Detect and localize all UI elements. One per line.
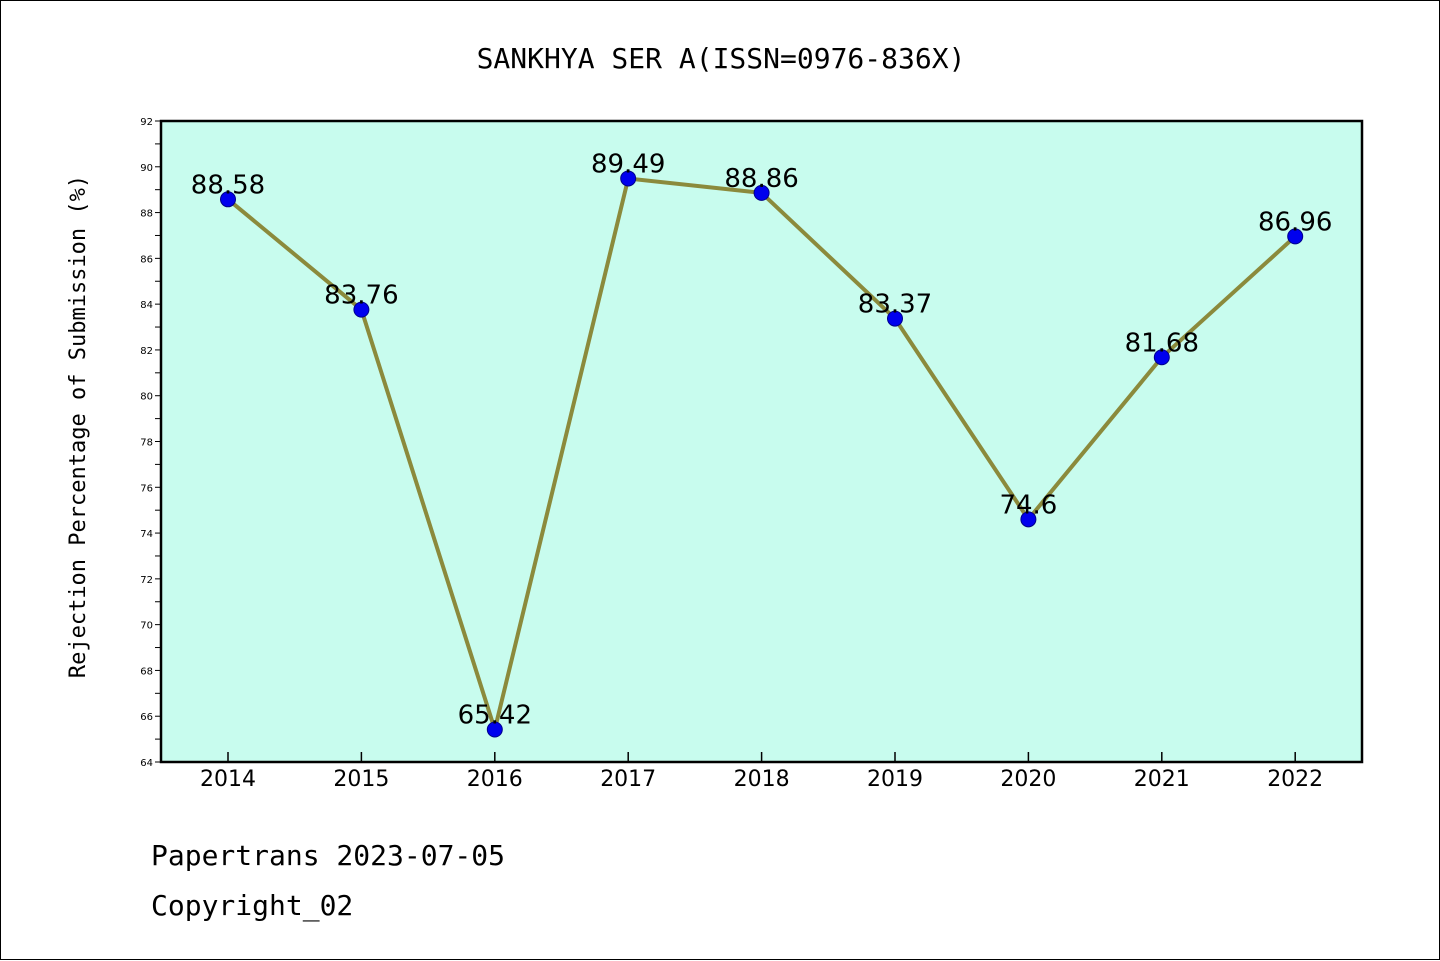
footer-date: Papertrans 2023-07-05 bbox=[151, 839, 505, 872]
data-label-2017: 89.49 bbox=[591, 149, 665, 179]
y-tick-label: 78 bbox=[140, 438, 153, 449]
y-tick-label: 86 bbox=[140, 254, 153, 265]
x-tick-label: 2020 bbox=[1000, 767, 1056, 792]
data-point-2014 bbox=[220, 191, 236, 208]
y-tick-label: 66 bbox=[140, 712, 153, 723]
data-label-2021: 81.68 bbox=[1125, 328, 1199, 358]
x-tick-label: 2021 bbox=[1134, 767, 1190, 792]
y-tick-label: 76 bbox=[140, 483, 153, 494]
data-point-2019 bbox=[887, 310, 903, 327]
plot-frame bbox=[159, 119, 1364, 764]
data-point-2021 bbox=[1153, 349, 1170, 366]
data-labels: 88.58 83.76 65.42 89.49 88.86 83.37 74.6 81.68 8… bbox=[191, 149, 1333, 730]
y-axis: 64 66 68 70 72 74 76 78 80 82 84 86 88 90 92 bbox=[140, 117, 161, 769]
x-tick-label: 2018 bbox=[734, 767, 790, 792]
data-point-2022 bbox=[1287, 228, 1304, 245]
y-tick-label: 70 bbox=[140, 621, 153, 632]
y-axis-label: Rejection Percentage of Submission (%) bbox=[66, 175, 91, 678]
data-point-2016 bbox=[486, 721, 503, 738]
data-label-2019: 83.37 bbox=[858, 290, 932, 320]
x-tick-label: 2014 bbox=[200, 767, 256, 792]
y-tick-label: 88 bbox=[140, 209, 153, 220]
y-tick-label: 82 bbox=[140, 346, 153, 357]
data-label-2018: 88.86 bbox=[724, 164, 798, 194]
data-points bbox=[220, 170, 1304, 738]
x-tick-label: 2016 bbox=[467, 767, 523, 792]
data-point-2017 bbox=[620, 170, 637, 187]
y-tick-label: 92 bbox=[140, 117, 153, 128]
data-label-2020: 74.6 bbox=[999, 490, 1057, 520]
x-axis: 2014 2015 2016 2017 2018 2019 2020 2021 2022 bbox=[200, 752, 1323, 792]
y-tick-label: 80 bbox=[140, 392, 153, 403]
data-point-2018 bbox=[753, 184, 770, 201]
x-tick-label: 2015 bbox=[333, 767, 389, 792]
y-tick-label: 64 bbox=[140, 758, 153, 769]
data-label-2022: 86.96 bbox=[1258, 207, 1332, 237]
y-tick-label: 72 bbox=[140, 575, 153, 586]
footer-copyright: Copyright_02 bbox=[151, 889, 353, 923]
data-label-2014: 88.58 bbox=[191, 170, 265, 200]
y-tick-label: 74 bbox=[140, 529, 153, 540]
x-tick-label: 2019 bbox=[867, 767, 923, 792]
x-tick-label: 2022 bbox=[1267, 767, 1323, 792]
plot-area bbox=[161, 121, 1362, 762]
x-tick-label: 2017 bbox=[600, 767, 656, 792]
y-tick-label: 84 bbox=[140, 300, 153, 311]
data-point-2020 bbox=[1020, 511, 1037, 528]
y-tick-label: 90 bbox=[140, 163, 153, 174]
data-point-2015 bbox=[353, 301, 370, 318]
data-label-2015: 83.76 bbox=[324, 281, 398, 311]
chart-title: SANKHYA SER A(ISSN=0976-836X) bbox=[477, 42, 966, 75]
data-label-2016: 65.42 bbox=[458, 700, 532, 730]
y-tick-label: 68 bbox=[140, 666, 153, 677]
